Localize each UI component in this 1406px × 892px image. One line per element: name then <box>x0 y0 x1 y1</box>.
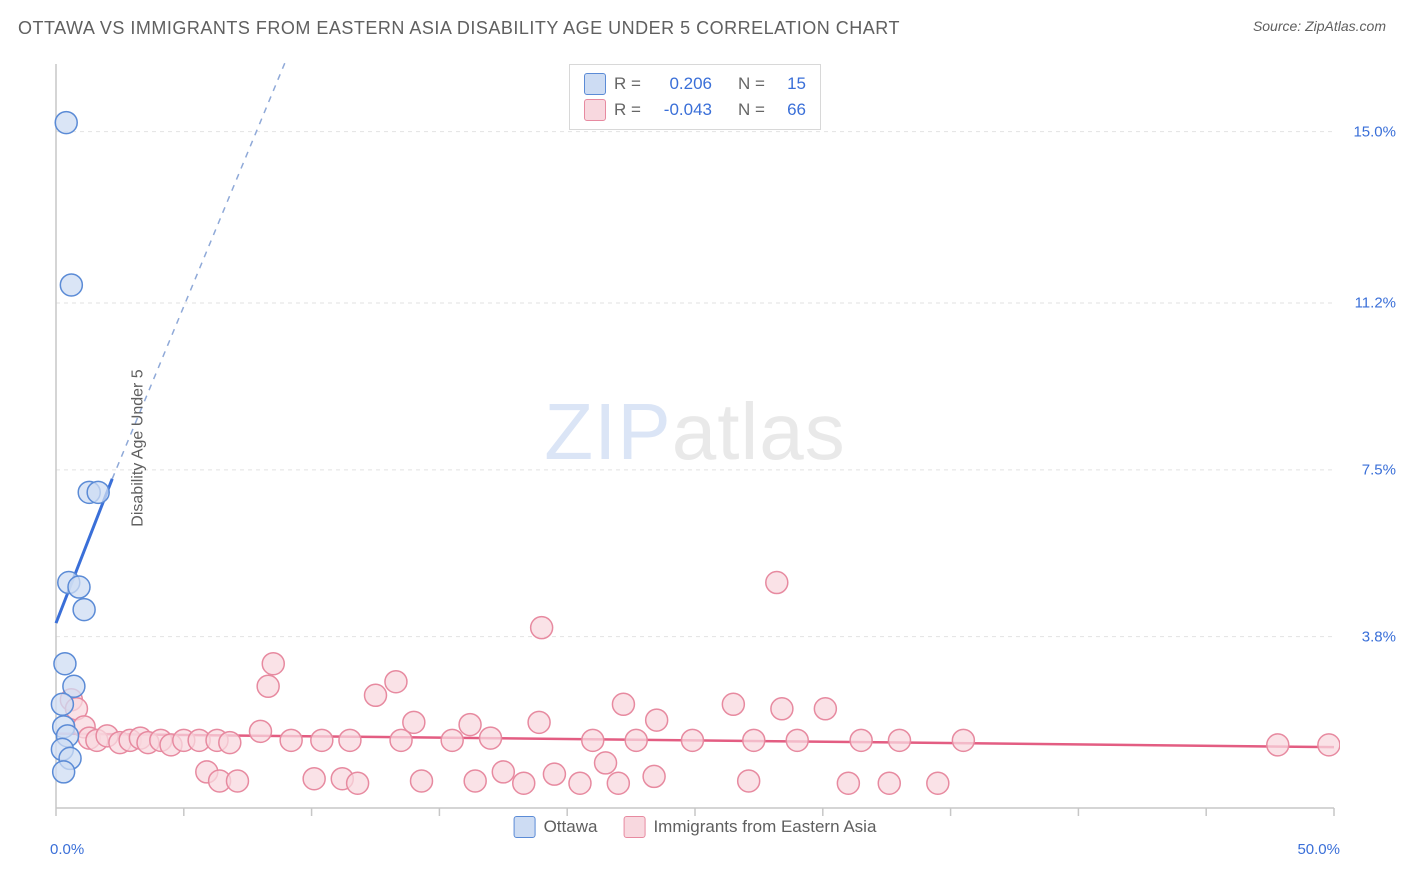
r-label: R = <box>614 97 644 123</box>
swatch-ottawa <box>584 73 606 95</box>
legend-row-ottawa: R = 0.206 N = 15 <box>584 71 806 97</box>
plot-area: Disability Age Under 5 ZIPatlas R = 0.20… <box>50 58 1340 838</box>
n-value-immigrants: 66 <box>776 97 806 123</box>
series-legend: Ottawa Immigrants from Eastern Asia <box>514 816 877 838</box>
y-tick-label: 11.2% <box>1355 294 1396 311</box>
correlation-legend: R = 0.206 N = 15 R = -0.043 N = 66 <box>569 64 821 130</box>
y-tick-label: 15.0% <box>1353 123 1396 140</box>
source-attribution: Source: ZipAtlas.com <box>1253 18 1386 34</box>
r-value-ottawa: 0.206 <box>652 71 712 97</box>
legend-item-immigrants: Immigrants from Eastern Asia <box>623 816 876 838</box>
chart-title: OTTAWA VS IMMIGRANTS FROM EASTERN ASIA D… <box>18 18 900 39</box>
legend-item-ottawa: Ottawa <box>514 816 598 838</box>
swatch-immigrants <box>584 99 606 121</box>
n-value-ottawa: 15 <box>776 71 806 97</box>
legend-row-immigrants: R = -0.043 N = 66 <box>584 97 806 123</box>
y-tick-label: 7.5% <box>1362 461 1396 478</box>
n-label: N = <box>738 97 768 123</box>
legend-label-immigrants: Immigrants from Eastern Asia <box>653 817 876 837</box>
scatter-chart <box>50 58 1340 838</box>
r-label: R = <box>614 71 644 97</box>
n-label: N = <box>738 71 768 97</box>
swatch-ottawa <box>514 816 536 838</box>
x-tick-max: 50.0% <box>1297 841 1340 858</box>
legend-label-ottawa: Ottawa <box>544 817 598 837</box>
y-axis-label: Disability Age Under 5 <box>130 369 148 526</box>
swatch-immigrants <box>623 816 645 838</box>
x-tick-min: 0.0% <box>50 841 84 858</box>
r-value-immigrants: -0.043 <box>652 97 712 123</box>
y-tick-label: 3.8% <box>1362 628 1396 645</box>
